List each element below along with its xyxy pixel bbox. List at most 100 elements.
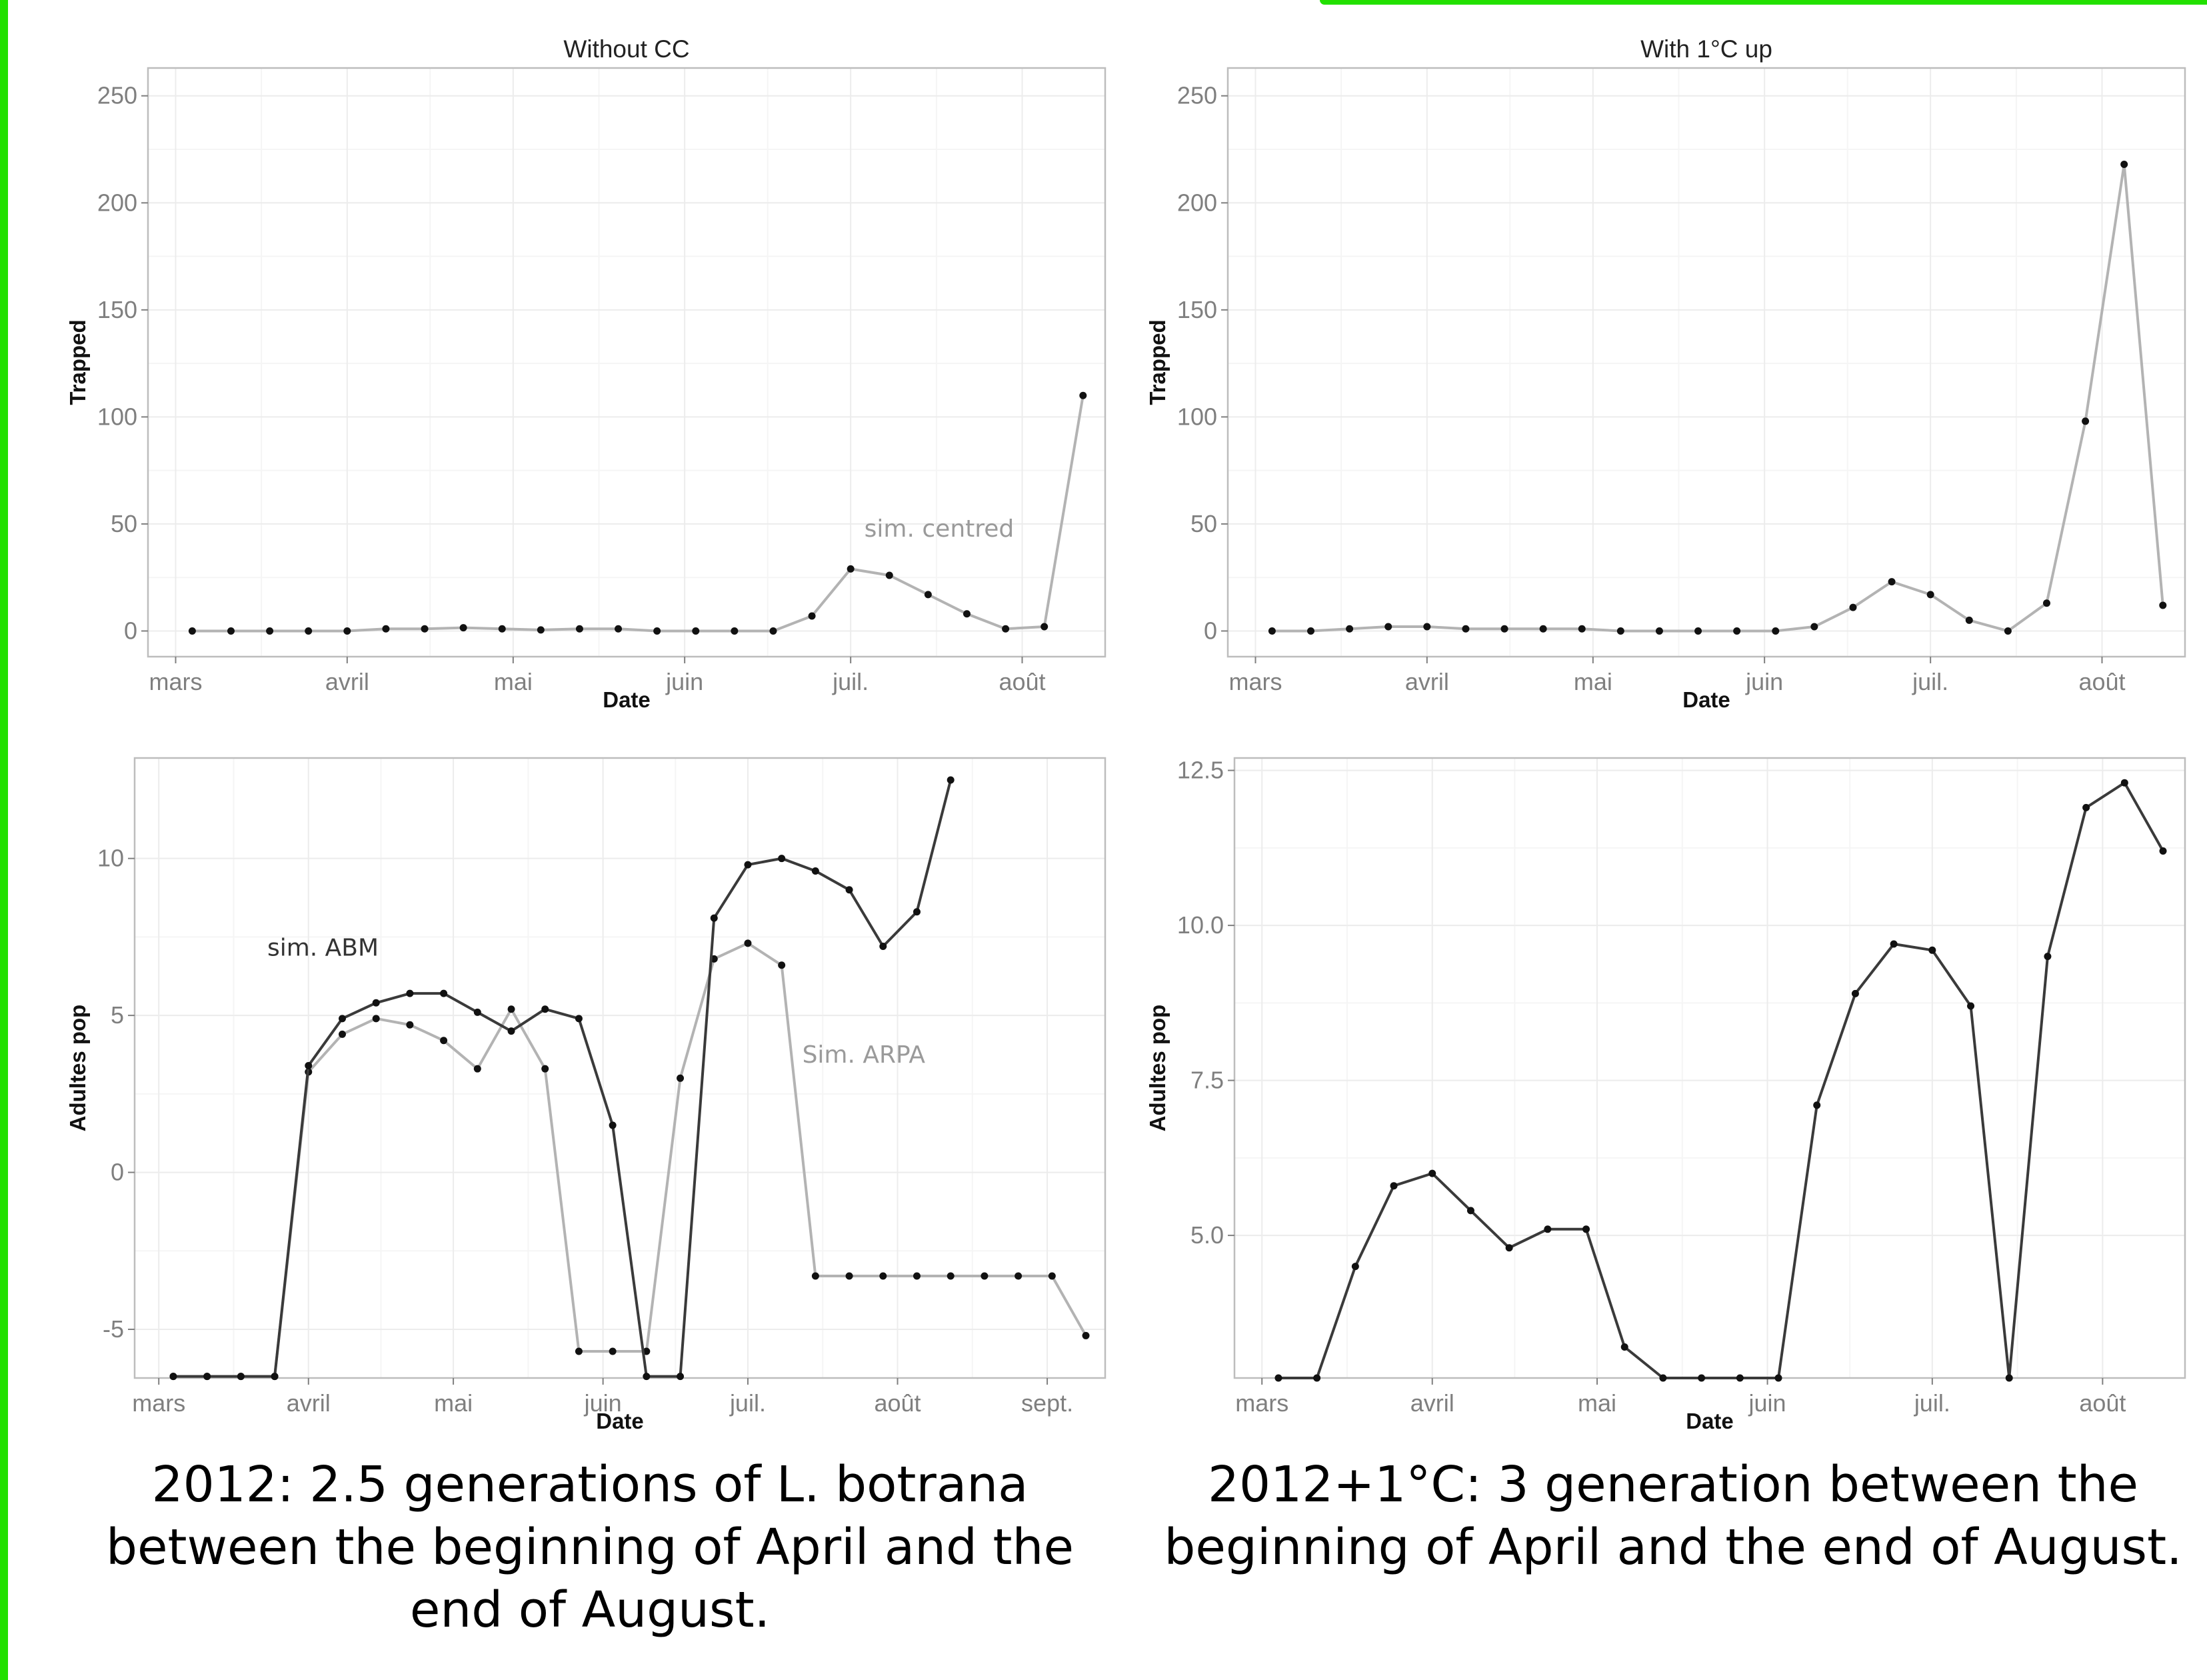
data-point <box>710 914 718 922</box>
data-point <box>575 1347 583 1355</box>
data-point <box>1774 1374 1782 1382</box>
data-point <box>1772 627 1780 635</box>
y-tick-label: 50 <box>1190 510 1217 537</box>
data-point <box>643 1373 651 1381</box>
chart-adults-pop-2012-plus-1c: mars avril mai juin juil. août 5.0 7.5 10.0 12.5 D… <box>1133 743 2200 1440</box>
y-tick-label: 5 <box>111 1001 124 1029</box>
data-point <box>1313 1374 1321 1382</box>
data-point <box>947 776 955 784</box>
data-point <box>845 1272 853 1280</box>
data-point <box>744 861 752 869</box>
data-point <box>227 627 235 635</box>
chart-svg: mars avril mai juin juil. août 5.0 7.5 10.0 12.5 D… <box>1145 757 2186 1433</box>
chart-svg: mars avril mai juin juil. août sept. -5 0 5 10 Date… <box>65 757 1106 1433</box>
x-axis-label: Date <box>596 1409 644 1433</box>
data-point <box>1428 1169 1436 1177</box>
plot-border <box>133 757 1106 1379</box>
data-point <box>266 627 274 635</box>
data-point <box>731 627 739 635</box>
data-point <box>338 1030 346 1038</box>
data-point <box>1578 625 1586 633</box>
plot-area <box>1228 68 2185 657</box>
x-tick-label: avril <box>1405 668 1449 695</box>
chart-svg: mars avril mai juin juil. août 0 50 100 150 200 250… <box>1145 35 2186 712</box>
data-point <box>188 627 196 635</box>
data-point <box>1048 1272 1056 1280</box>
x-axis-label: Date <box>1682 687 1730 712</box>
x-tick-label: sept. <box>1021 1389 1073 1417</box>
data-point <box>1384 623 1392 631</box>
data-point <box>744 939 752 947</box>
caption-right-line-2: beginning of April and the end of August… <box>1164 1519 2182 1576</box>
data-point <box>808 612 816 620</box>
data-point <box>507 1027 515 1035</box>
y-tick-label: 12.5 <box>1177 757 1224 784</box>
data-point <box>769 627 777 635</box>
x-axis-label: Date <box>603 687 651 712</box>
data-point <box>692 627 700 635</box>
caption-left-line-3: end of August. <box>409 1581 771 1639</box>
data-point <box>440 1037 448 1045</box>
x-axis-label: Date <box>1686 1409 1734 1433</box>
series-line <box>1272 163 2164 633</box>
y-axis-label: Trapped <box>65 319 90 405</box>
data-point <box>963 610 971 618</box>
y-tick-label: 150 <box>97 296 137 323</box>
data-point <box>1616 627 1624 635</box>
data-point <box>913 1272 921 1280</box>
y-tick-label: 0 <box>124 617 137 644</box>
data-point <box>237 1373 245 1381</box>
x-tick-label: avril <box>287 1389 331 1417</box>
y-tick-label: 5.0 <box>1190 1221 1224 1249</box>
data-point <box>541 1005 549 1013</box>
x-tick-label: mars <box>1229 668 1282 695</box>
caption-right: 2012+1°C: 3 generation between the begin… <box>1146 1453 2200 1579</box>
data-point <box>1655 627 1663 635</box>
data-point <box>305 627 313 635</box>
data-point <box>575 625 583 633</box>
data-point <box>372 999 380 1007</box>
y-tick-label: 0 <box>1204 617 1217 644</box>
chart-trapped-without-cc: mars avril mai juin juil. août 0 50 100 150 200 250… <box>53 27 1120 720</box>
data-point <box>1888 578 1896 586</box>
data-point <box>879 943 887 951</box>
x-tick-label: mars <box>1235 1389 1288 1417</box>
data-point <box>421 625 429 633</box>
annotation-label: sim. ABM <box>267 935 379 962</box>
series-line <box>173 779 953 1378</box>
x-tick-label: mai <box>494 668 533 695</box>
y-tick-label: 10.0 <box>1177 911 1224 939</box>
y-tick-label: 50 <box>111 510 137 537</box>
data-point <box>1268 627 1276 635</box>
data-point <box>778 855 786 863</box>
y-tick-label: 0 <box>111 1159 124 1186</box>
x-tick-label: mars <box>149 668 203 695</box>
data-point <box>1813 1101 1821 1109</box>
x-tick-label: août <box>874 1389 921 1417</box>
data-point <box>2005 1374 2013 1382</box>
data-point <box>885 571 893 579</box>
data-point <box>1351 1263 1359 1271</box>
data-point <box>1659 1374 1667 1382</box>
data-point <box>947 1272 955 1280</box>
x-tick-label: mars <box>132 1389 185 1417</box>
data-point <box>1500 625 1508 633</box>
data-point <box>847 565 855 573</box>
data-point <box>406 989 414 997</box>
data-point <box>1041 623 1049 631</box>
y-tick-label: 250 <box>97 82 137 109</box>
data-point <box>473 1008 481 1016</box>
data-point <box>459 624 467 632</box>
x-tick-label: août <box>2079 1389 2126 1417</box>
x-tick-label: juil. <box>1912 668 1948 695</box>
y-tick-label: 200 <box>1177 189 1217 216</box>
caption-left-line-2: between the beginning of April and the <box>106 1519 1074 1576</box>
y-tick-label: 100 <box>1177 403 1217 430</box>
x-tick-label: mai <box>1578 1389 1616 1417</box>
y-axis-label: Adultes pop <box>65 1005 90 1132</box>
caption-left-line-1: 2012: 2.5 generations of L. botrana <box>151 1456 1029 1513</box>
data-point <box>1810 623 1818 631</box>
y-tick-label: 10 <box>97 845 124 872</box>
data-point <box>575 1015 583 1023</box>
caption-left: 2012: 2.5 generations of L. botrana betw… <box>80 1453 1100 1641</box>
